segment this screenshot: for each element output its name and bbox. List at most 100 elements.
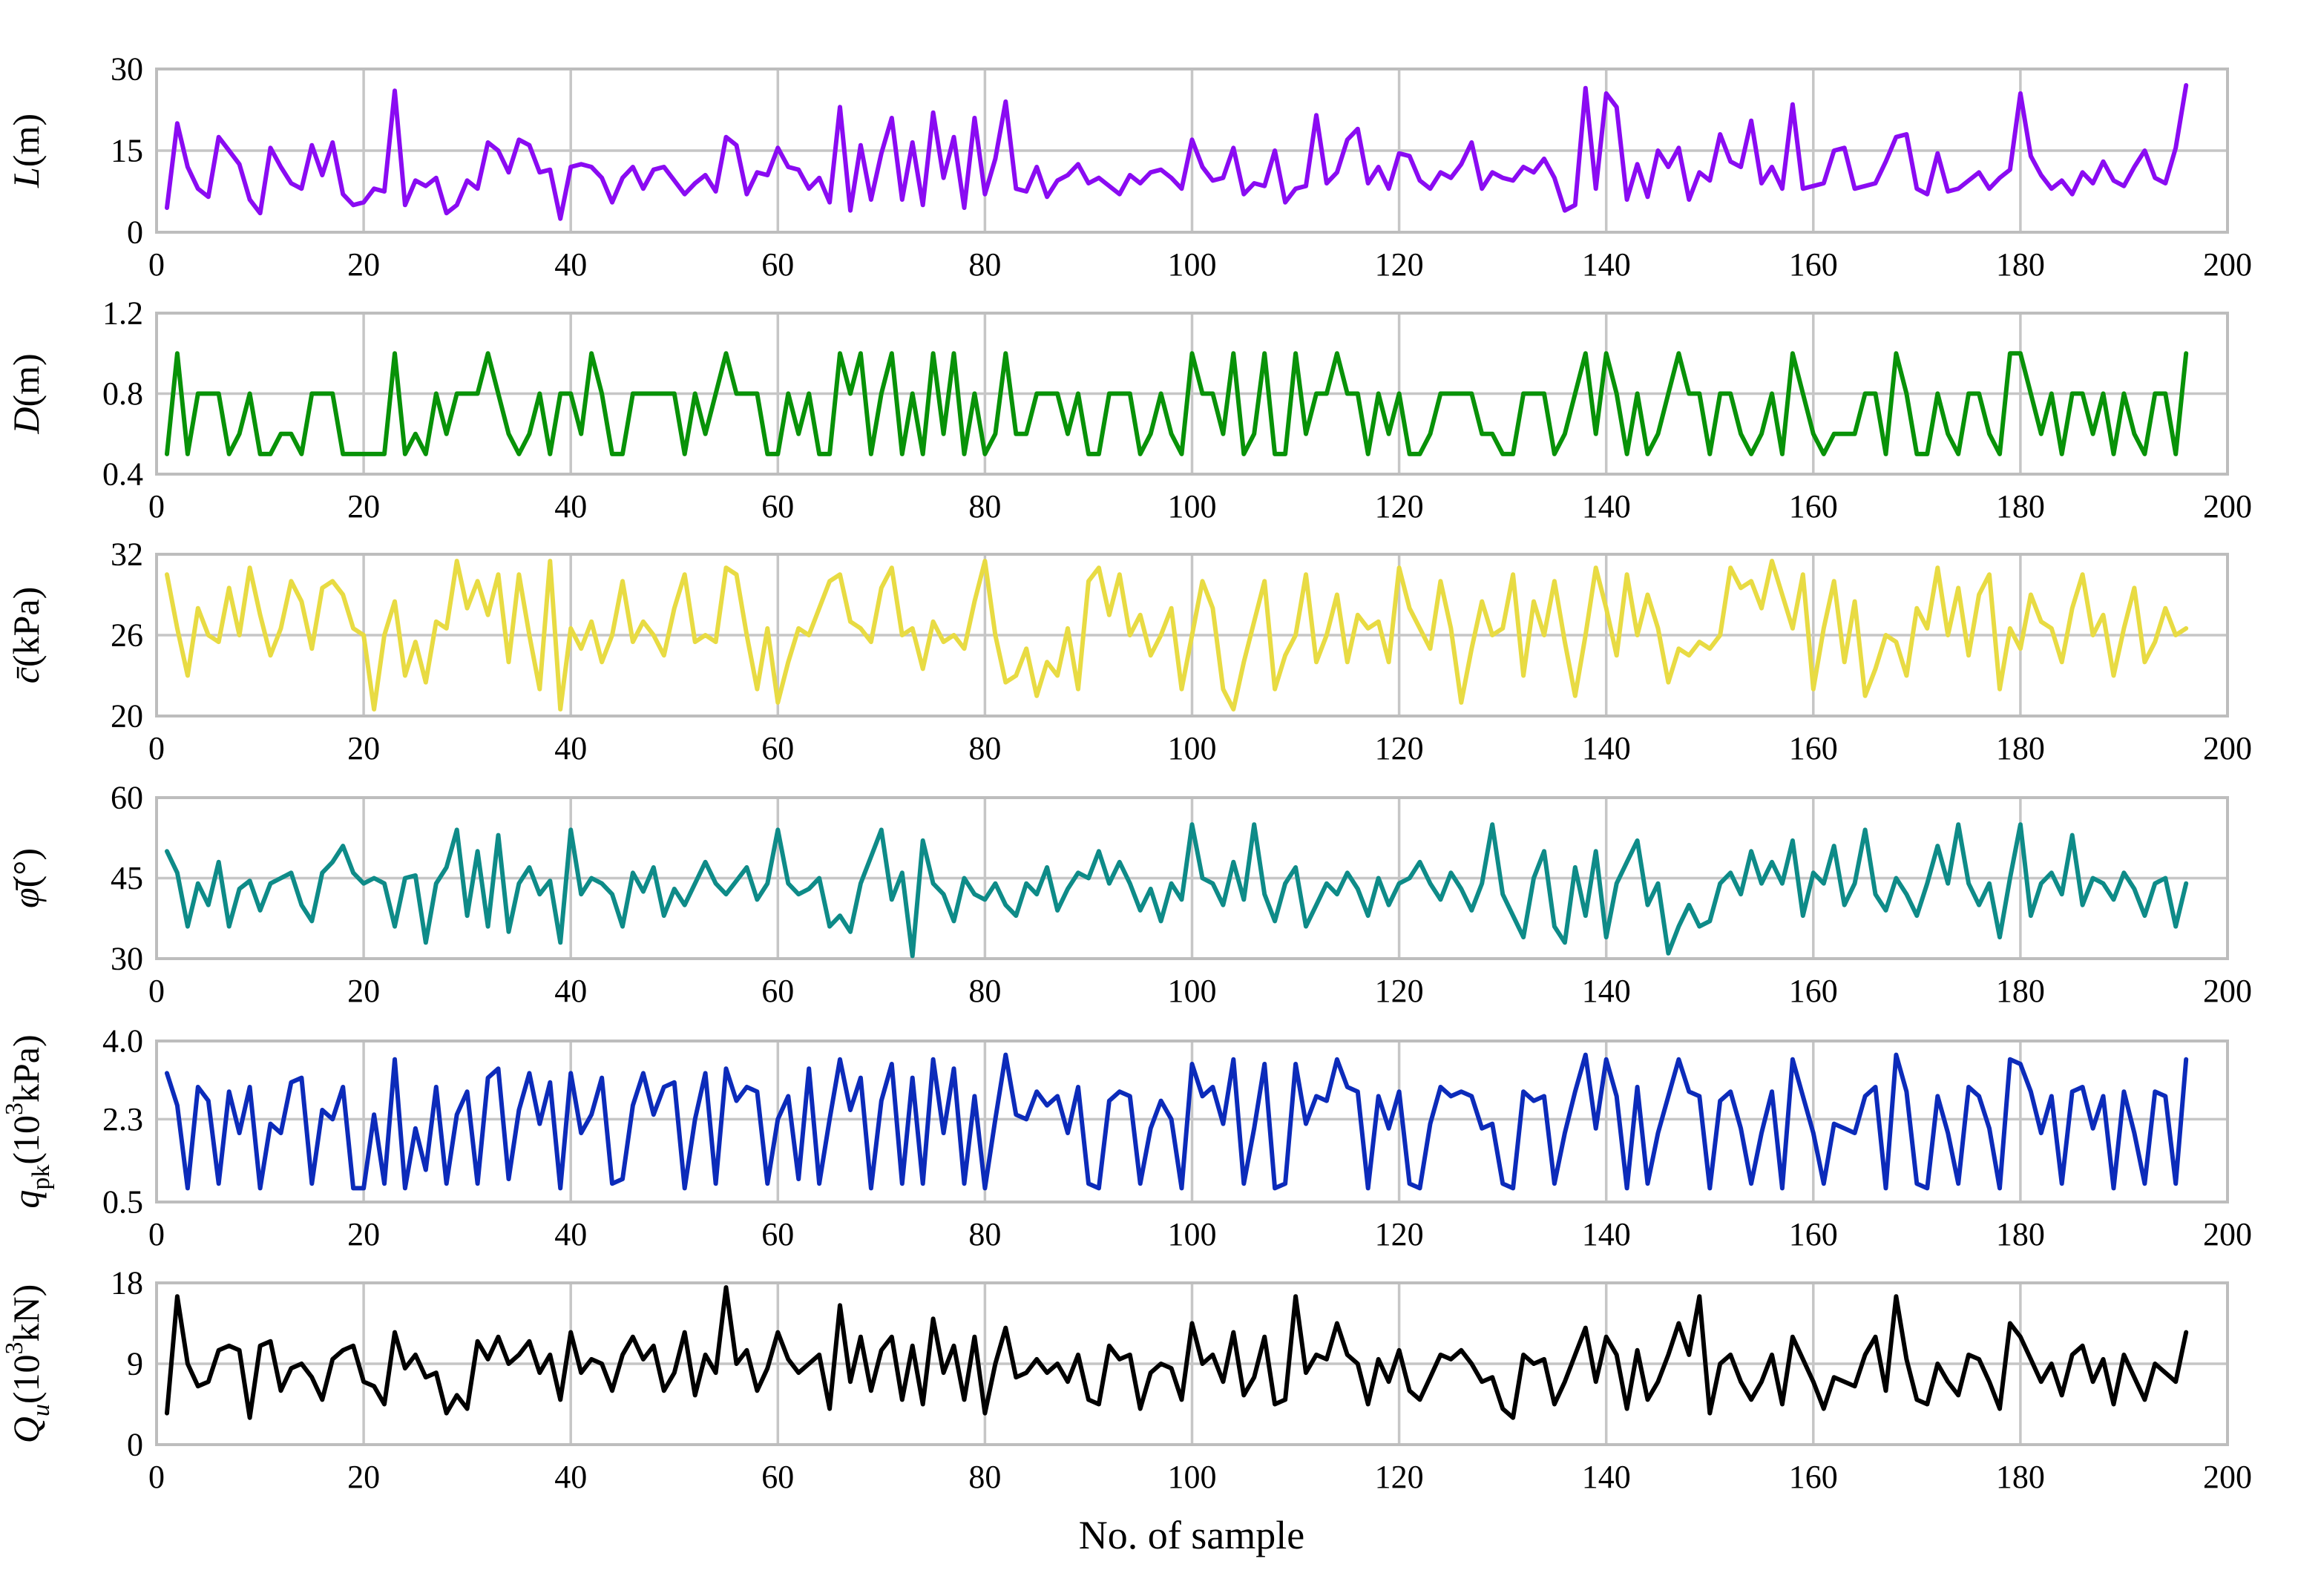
x-tick-label: 80 (968, 730, 1001, 766)
x-tick-label: 120 (1375, 1459, 1424, 1495)
x-tick-label: 160 (1789, 246, 1838, 283)
x-tick-label: 160 (1789, 730, 1838, 766)
subplot-D: 0.4 0.8 1.2 0 20 40 60 80 100 120 140 160 180 200 D(m) (5, 295, 2252, 525)
subplot-phi: 30 45 60 0 20 40 60 80 100 120 140 160 180 200 φ̄(°) (5, 780, 2252, 1010)
plot-frame (155, 1040, 2229, 1203)
y-axis-title-phi: φ̄(°) (5, 848, 47, 908)
y-tick-label: 0 (127, 1427, 143, 1463)
x-tick-label: 20 (347, 973, 380, 1009)
y-tick-label: 45 (111, 860, 143, 896)
x-tick-label: 120 (1375, 973, 1424, 1009)
series-line-Qu (165, 1285, 2189, 1420)
y-tick-label: 0.5 (102, 1184, 143, 1221)
x-tick-label: 80 (968, 1216, 1001, 1252)
x-tick-label: 160 (1789, 973, 1838, 1009)
x-tick-label: 40 (554, 488, 587, 525)
plot-frame (155, 312, 2229, 476)
x-tick-label: 180 (1996, 730, 2045, 766)
plot-frame (155, 1281, 2229, 1446)
x-tick-label: 20 (347, 1216, 380, 1252)
x-tick-label: 60 (761, 1459, 794, 1495)
x-tick-label: 60 (761, 730, 794, 766)
y-tick-label: 15 (111, 133, 143, 169)
subplot-L: 0 15 30 0 20 40 60 80 100 120 140 160 180 200 L(m) (5, 51, 2252, 283)
x-axis-title: No. of sample (1078, 1513, 1305, 1557)
x-tick-label: 140 (1582, 246, 1631, 283)
plot-frame (155, 553, 2229, 717)
x-tick-label: 180 (1996, 246, 2045, 283)
x-tick-label: 0 (148, 973, 165, 1009)
x-tick-label: 80 (968, 1459, 1001, 1495)
x-tick-label: 60 (761, 488, 794, 525)
x-tick-label: 140 (1582, 488, 1631, 525)
x-tick-label: 60 (761, 1216, 794, 1252)
x-tick-label: 40 (554, 730, 587, 766)
x-tick-label: 40 (554, 973, 587, 1009)
y-axis-title-Qu: Qu(103kN) (1, 1284, 55, 1444)
x-tick-label: 140 (1582, 1459, 1631, 1495)
x-tick-label: 200 (2203, 1459, 2252, 1495)
x-tick-label: 20 (347, 246, 380, 283)
x-tick-label: 0 (148, 1459, 165, 1495)
plot-frame (155, 796, 2229, 960)
x-tick-label: 160 (1789, 1216, 1838, 1252)
x-tick-label: 200 (2203, 246, 2252, 283)
x-tick-label: 80 (968, 973, 1001, 1009)
x-tick-label: 20 (347, 1459, 380, 1495)
y-tick-label: 18 (111, 1265, 143, 1301)
y-tick-label: 9 (127, 1346, 143, 1382)
x-tick-label: 200 (2203, 1216, 2252, 1252)
x-tick-label: 120 (1375, 488, 1424, 525)
y-tick-label: 26 (111, 617, 143, 654)
x-tick-label: 120 (1375, 246, 1424, 283)
x-tick-label: 40 (554, 246, 587, 283)
x-tick-label: 140 (1582, 730, 1631, 766)
x-tick-label: 180 (1996, 1216, 2045, 1252)
x-tick-label: 60 (761, 246, 794, 283)
y-tick-label: 0.8 (102, 375, 143, 412)
x-tick-label: 100 (1168, 973, 1217, 1009)
y-tick-label: 60 (111, 780, 143, 816)
y-tick-label: 30 (111, 51, 143, 88)
x-tick-label: 180 (1996, 973, 2045, 1009)
y-tick-label: 32 (111, 536, 143, 573)
x-tick-label: 100 (1168, 246, 1217, 283)
series-line-L (165, 83, 2189, 221)
y-axis-title-qpk: qpk(103kPa) (1, 1034, 55, 1208)
x-tick-label: 200 (2203, 730, 2252, 766)
x-tick-label: 160 (1789, 488, 1838, 525)
x-tick-label: 0 (148, 1216, 165, 1252)
x-tick-label: 100 (1168, 1459, 1217, 1495)
x-tick-label: 40 (554, 1459, 587, 1495)
x-tick-label: 100 (1168, 488, 1217, 525)
x-tick-label: 120 (1375, 1216, 1424, 1252)
plot-frame (155, 68, 2229, 234)
y-tick-label: 0.4 (102, 456, 143, 493)
x-tick-label: 60 (761, 973, 794, 1009)
x-tick-label: 200 (2203, 488, 2252, 525)
y-tick-label: 0 (127, 214, 143, 251)
y-axis-title-c: c̄(kPa) (5, 587, 47, 684)
x-tick-label: 140 (1582, 973, 1631, 1009)
series-line-qpk (165, 1052, 2189, 1191)
y-axis-title-D: D(m) (5, 353, 47, 434)
y-tick-label: 1.2 (102, 295, 143, 332)
y-tick-label: 2.3 (102, 1101, 143, 1137)
x-tick-label: 0 (148, 488, 165, 525)
y-axis-title-L: L(m) (5, 114, 47, 188)
x-tick-label: 120 (1375, 730, 1424, 766)
x-tick-label: 100 (1168, 1216, 1217, 1252)
series-line-D (165, 351, 2189, 456)
x-tick-label: 20 (347, 488, 380, 525)
x-tick-label: 100 (1168, 730, 1217, 766)
x-tick-label: 80 (968, 488, 1001, 525)
x-tick-label: 160 (1789, 1459, 1838, 1495)
y-tick-label: 20 (111, 698, 143, 735)
series-line-phi (165, 822, 2189, 959)
x-tick-label: 140 (1582, 1216, 1631, 1252)
series-line-c (165, 559, 2189, 712)
x-tick-label: 80 (968, 246, 1001, 283)
